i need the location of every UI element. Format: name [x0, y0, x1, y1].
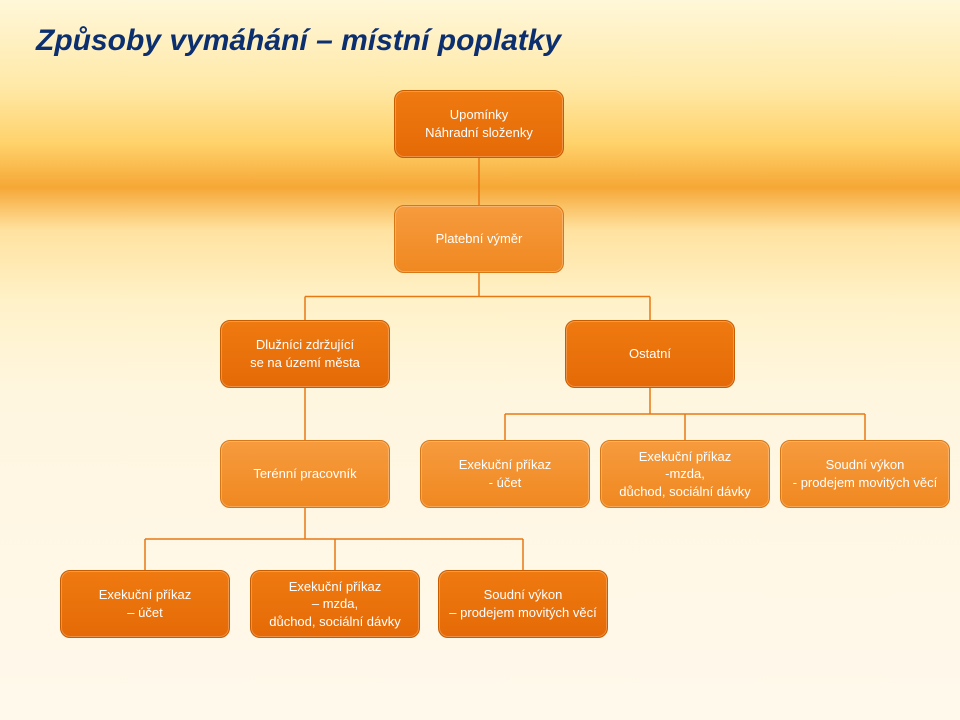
- node-text: Terénní pracovník: [253, 465, 356, 483]
- node-ostatni-mzda: Exekuční příkaz-mzda,důchod, sociální dá…: [600, 440, 770, 508]
- node-text: důchod, sociální dávky: [269, 613, 401, 631]
- node-ostatni: Ostatní: [565, 320, 735, 388]
- node-text: – účet: [127, 604, 162, 622]
- node-text: Exekuční příkaz: [289, 578, 382, 596]
- node-text: Exekuční příkaz: [99, 586, 192, 604]
- node-text: – mzda,: [312, 595, 358, 613]
- node-ostatni-soud: Soudní výkon- prodejem movitých věcí: [780, 440, 950, 508]
- node-ostatni-ucet: Exekuční příkaz- účet: [420, 440, 590, 508]
- node-vymer: Platební výměr: [394, 205, 564, 273]
- node-text: Upomínky: [450, 106, 509, 124]
- node-text: Exekuční příkaz: [639, 448, 732, 466]
- node-text: důchod, sociální dávky: [619, 483, 751, 501]
- node-text: Platební výměr: [436, 230, 523, 248]
- node-text: se na území města: [250, 354, 360, 372]
- node-text: Soudní výkon: [484, 586, 563, 604]
- node-terenni: Terénní pracovník: [220, 440, 390, 508]
- node-text: – prodejem movitých věcí: [449, 604, 596, 622]
- node-text: Dlužníci zdržující: [256, 336, 354, 354]
- node-terenni-mzda: Exekuční příkaz– mzda,důchod, sociální d…: [250, 570, 420, 638]
- node-text: Soudní výkon: [826, 456, 905, 474]
- page-title: Způsoby vymáhání – místní poplatky: [36, 24, 561, 58]
- node-text: - prodejem movitých věcí: [793, 474, 938, 492]
- node-terenni-soud: Soudní výkon– prodejem movitých věcí: [438, 570, 608, 638]
- node-root: UpomínkyNáhradní složenky: [394, 90, 564, 158]
- node-text: Exekuční příkaz: [459, 456, 552, 474]
- node-dluznici: Dlužníci zdržujícíse na území města: [220, 320, 390, 388]
- node-text: Náhradní složenky: [425, 124, 533, 142]
- node-text: - účet: [489, 474, 522, 492]
- node-terenni-ucet: Exekuční příkaz– účet: [60, 570, 230, 638]
- node-text: -mzda,: [665, 465, 705, 483]
- node-text: Ostatní: [629, 345, 671, 363]
